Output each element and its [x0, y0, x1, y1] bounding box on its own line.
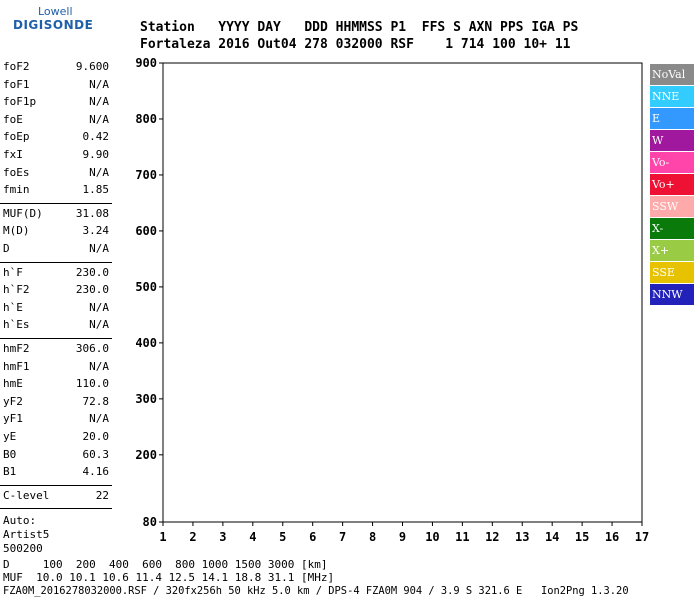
param-name: h`E — [3, 300, 23, 314]
param-row-hmf2: hmF2 306.0 — [3, 342, 109, 359]
param-row-fxi: fxI 9.90 — [3, 148, 109, 165]
param-name: fmin — [3, 183, 30, 197]
legend-item-x: X+ — [650, 240, 694, 261]
param-row-hf: h`F 230.0 — [3, 266, 109, 283]
param-name: hmF2 — [3, 342, 30, 355]
param-value: N/A — [89, 412, 109, 426]
param-value: N/A — [89, 242, 109, 255]
logo-digisonde: DIGISONDE — [13, 18, 94, 32]
param-value: 110.0 — [75, 377, 109, 391]
param-row-hf2: h`F2 230.0 — [3, 283, 109, 300]
param-name: foE — [3, 112, 23, 126]
param-value: 4.16 — [82, 465, 110, 479]
param-row-foe: foE N/A — [3, 113, 109, 130]
param-name: yE — [3, 430, 17, 443]
param-row-d: D N/A — [3, 242, 109, 259]
param-name: M(D) — [3, 224, 30, 238]
legend-item-vo: Vo+ — [650, 174, 694, 195]
param-value: 1.85 — [82, 183, 110, 197]
param-row-hme: hmE 110.0 — [3, 377, 109, 394]
param-value: N/A — [89, 112, 109, 126]
logo-lowell: Lowell — [38, 5, 73, 18]
param-name: D — [3, 242, 10, 255]
param-separator — [0, 338, 112, 339]
param-value: 9.600 — [75, 60, 109, 73]
legend-item-nne: NNE — [650, 86, 694, 107]
param-name: hmF1 — [3, 359, 30, 373]
param-name: yF1 — [3, 412, 23, 426]
param-value: 9.90 — [82, 148, 110, 161]
param-value: 3.24 — [82, 224, 110, 238]
header-values: Fortaleza 2016 Out04 278 032000 RSF 1 71… — [140, 37, 571, 52]
param-value: 0.42 — [82, 130, 110, 144]
param-value: N/A — [89, 165, 109, 179]
legend-item-sse: SSE — [650, 262, 694, 283]
param-name: foF1p — [3, 95, 37, 109]
legend-item-e: E — [650, 108, 694, 129]
legend-item-w: W — [650, 130, 694, 151]
param-value: 20.0 — [82, 430, 110, 443]
param-name: foEs — [3, 165, 30, 179]
param-value: N/A — [89, 95, 109, 109]
legend-item-nnw: NNW — [650, 284, 694, 305]
param-value: N/A — [89, 318, 109, 332]
digisonde-logo: Lowell DIGISONDE — [0, 0, 110, 40]
param-row-mufd: MUF(D) 31.08 — [3, 207, 109, 224]
param-value: 60.3 — [82, 447, 110, 461]
param-name: foF1 — [3, 77, 30, 91]
param-row-he: h`E N/A — [3, 301, 109, 318]
param-row-b0: B0 60.3 — [3, 448, 109, 465]
param-row-md: M(D) 3.24 — [3, 224, 109, 241]
param-row-fmin: fmin 1.85 — [3, 183, 109, 200]
param-name: yF2 — [3, 394, 23, 408]
param-row-yf2: yF2 72.8 — [3, 395, 109, 412]
param-name: B1 — [3, 465, 17, 479]
param-name: h`Es — [3, 318, 30, 332]
param-name: foF2 — [3, 60, 30, 73]
param-value: 230.0 — [75, 265, 109, 279]
legend-item-vo: Vo- — [650, 152, 694, 173]
param-value: N/A — [89, 359, 109, 373]
legend-item-x: X- — [650, 218, 694, 239]
param-row-b1: B1 4.16 — [3, 465, 109, 482]
param-name: MUF(D) — [3, 206, 43, 220]
legend-item-ssw: SSW — [650, 196, 694, 217]
param-value: N/A — [89, 77, 109, 91]
param-row-foes: foEs N/A — [3, 166, 109, 183]
param-name: foEp — [3, 130, 30, 144]
param-row-fof2: foF2 9.600 — [3, 60, 109, 77]
param-name: h`F — [3, 265, 23, 279]
param-value: N/A — [89, 300, 109, 314]
param-value: 31.08 — [75, 206, 109, 220]
param-name: C-level — [3, 488, 50, 502]
param-row-foep: foEp 0.42 — [3, 130, 109, 147]
legend-item-noval: NoVal — [650, 64, 694, 85]
param-value: 230.0 — [75, 283, 109, 297]
param-separator — [0, 508, 112, 510]
param-row-hes: h`Es N/A — [3, 318, 109, 335]
param-name: hmE — [3, 377, 23, 391]
param-separator — [0, 484, 112, 486]
param-row-hmf1: hmF1 N/A — [3, 360, 109, 377]
param-separator — [0, 202, 112, 204]
param-row-fof1p: foF1p N/A — [3, 95, 109, 112]
param-value: 72.8 — [82, 394, 110, 408]
param-row-yf1: yF1 N/A — [3, 412, 109, 429]
auto-line1: Auto: — [3, 514, 37, 528]
param-value: 22 — [95, 488, 109, 502]
param-name: fxI — [3, 148, 23, 161]
param-row-fof1: foF1 N/A — [3, 78, 109, 95]
param-row-ye: yE 20.0 — [3, 430, 109, 447]
header-labels: Station YYYY DAY DDD HHMMSS P1 FFS S AXN… — [140, 20, 579, 35]
auto-line3: 500200 — [3, 542, 43, 556]
param-name: B0 — [3, 447, 17, 461]
auto-line2: Artist5 — [3, 528, 50, 542]
param-value: 306.0 — [75, 342, 109, 355]
param-separator — [0, 261, 112, 263]
param-row-clevel: C-level 22 — [3, 489, 109, 506]
param-name: h`F2 — [3, 283, 30, 297]
